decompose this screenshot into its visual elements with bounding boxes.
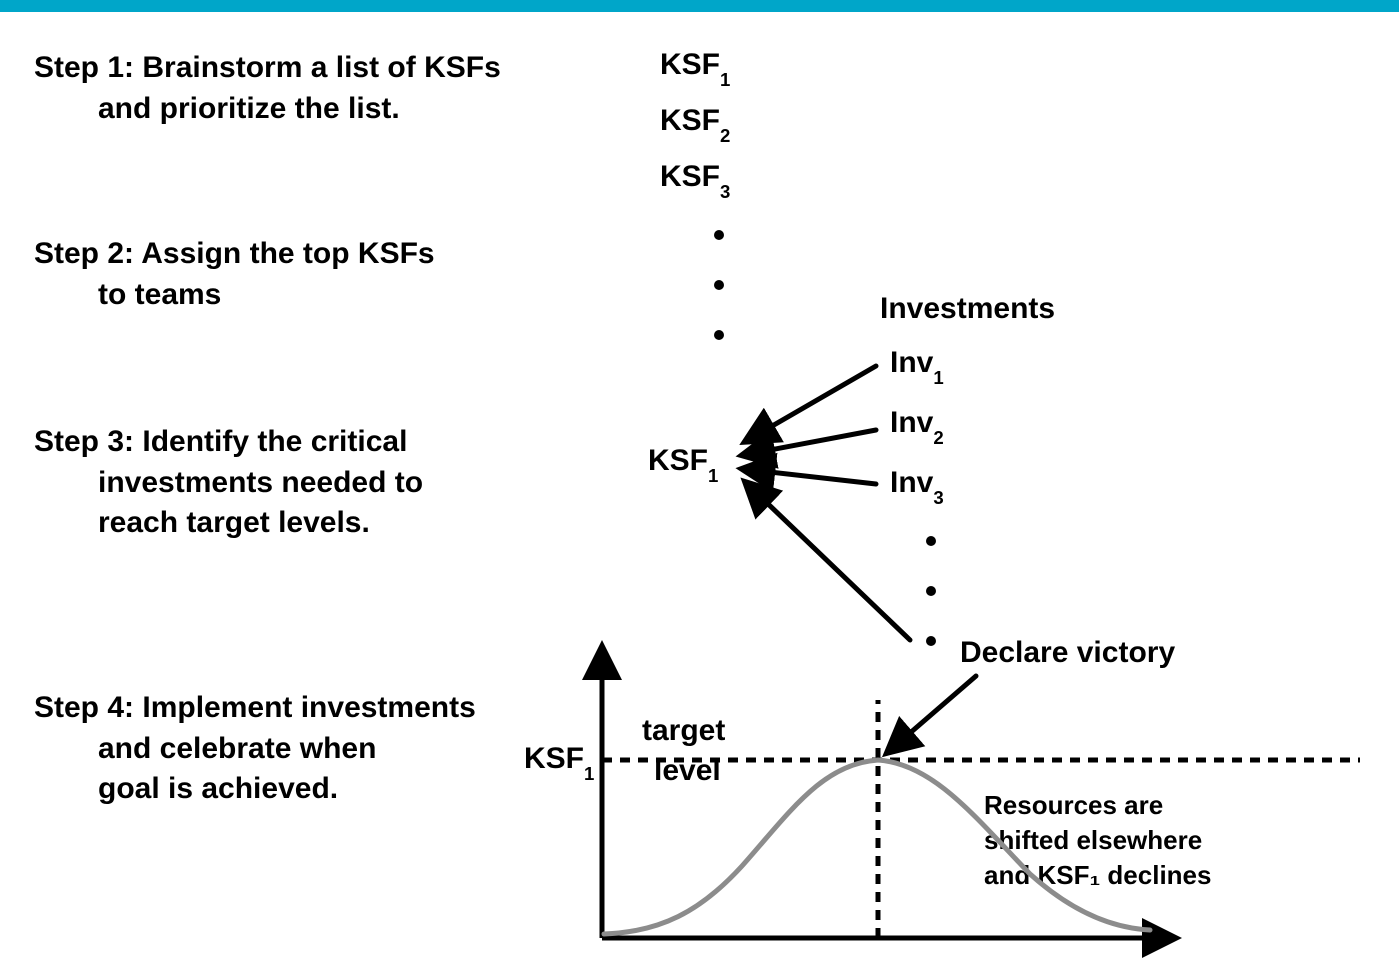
diagram-container: Step 1: Brainstorm a list of KSFs and pr…: [0, 12, 1399, 966]
diagram-svg: [0, 12, 1399, 966]
top-accent-bar: [0, 0, 1399, 12]
